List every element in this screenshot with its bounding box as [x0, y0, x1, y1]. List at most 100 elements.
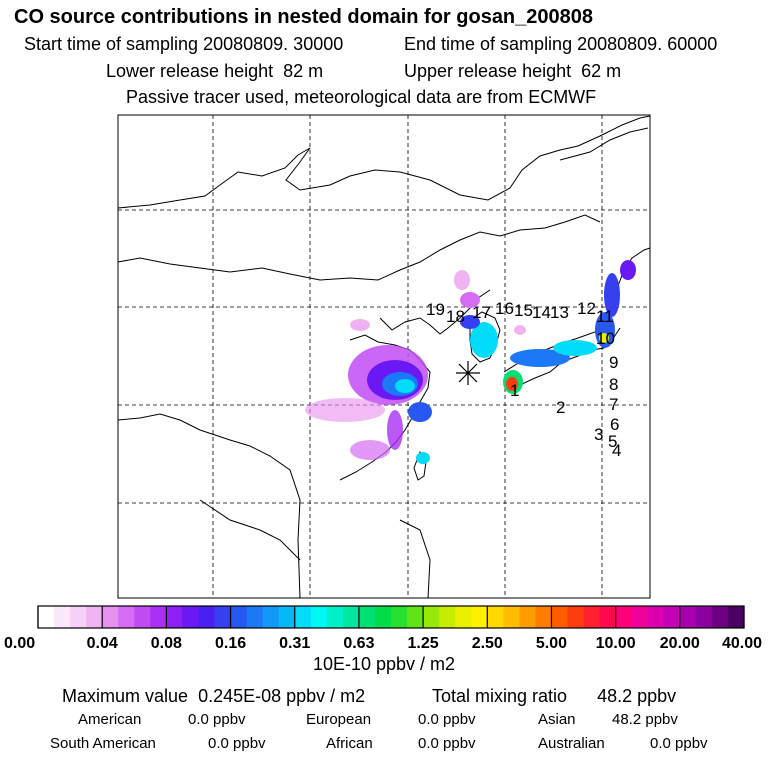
colorbar-cell: [134, 606, 151, 628]
colorbar-tick-label: 0.16: [215, 635, 246, 652]
map-label-4: 4: [612, 441, 621, 460]
colorbar-cell: [663, 606, 681, 628]
region-african-name: African: [326, 735, 373, 752]
region-south-american-value: 0.0 ppbv: [208, 735, 266, 752]
region-european-value: 0.0 ppbv: [418, 711, 476, 728]
region-european-name: European: [306, 711, 372, 728]
colorbar-cells: [38, 606, 745, 628]
colorbar-cell: [727, 606, 745, 628]
colorbar-tick-label: 0.63: [343, 635, 374, 652]
map-label-14: 14: [532, 303, 551, 322]
colorbar-cell: [374, 606, 392, 628]
colorbar-cell: [407, 606, 424, 628]
chart-title: CO source contributions in nested domain…: [14, 6, 594, 28]
region-south-american-name: South American: [50, 735, 156, 752]
map-label-7: 7: [609, 395, 618, 414]
max-value-label: Maximum value: [62, 686, 189, 706]
map-label-6: 6: [610, 415, 619, 434]
colorbar-frame: [37, 605, 745, 629]
colorbar-tick-label: 1.25: [408, 635, 439, 652]
map-label-2: 2: [556, 398, 565, 417]
colorbar-cell: [326, 606, 344, 628]
colorbar-tick-labels: 0.00 0.04 0.08 0.16 0.31 0.63 1.25 2.50 5.00 10.0…: [4, 635, 762, 652]
map-gridlines: [118, 115, 650, 598]
colorbar-tick-label: 0.00: [4, 635, 35, 652]
colorbar-cell: [487, 606, 504, 628]
region-african-value: 0.0 ppbv: [418, 735, 476, 752]
colorbar-tick-label: 2.50: [472, 635, 503, 652]
colorbar-cell: [455, 606, 472, 628]
colorbar-cell: [294, 606, 312, 628]
colorbar-cell: [711, 606, 729, 628]
upper-release-line: Upper release height 62 m: [404, 61, 621, 82]
lower-release-line: Lower release height 82 m: [106, 61, 323, 82]
colorbar-cell: [342, 606, 360, 628]
start-time-label: Start time of sampling: [24, 34, 199, 54]
colorbar-cell: [70, 606, 87, 628]
colorbar-cell: [471, 606, 488, 628]
colorbar-cell: [503, 606, 520, 628]
colorbar-cell: [631, 606, 649, 628]
colorbar-cell: [182, 606, 199, 628]
map-label-1: 1: [510, 381, 519, 400]
colorbar-cell: [695, 606, 713, 628]
map-labels: 1 2 3 4 5 6 7 8 9 10 11 12 13 14 15 16 1…: [426, 299, 621, 460]
colorbar-cell: [102, 606, 119, 628]
region-american-value: 0.0 ppbv: [188, 711, 246, 728]
colorbar-cell: [246, 606, 264, 628]
region-american-name: American: [78, 711, 142, 728]
lower-release-value: 82 m: [283, 61, 324, 81]
end-time-label: End time of sampling: [404, 34, 573, 54]
region-australian-name: Australian: [538, 735, 605, 752]
colorbar-cell: [54, 606, 71, 628]
map-label-11: 11: [596, 307, 614, 326]
colorbar-cell: [567, 606, 584, 628]
colorbar-cell: [38, 606, 55, 628]
max-value-line: Maximum value 0.245E-08 ppbv / m2: [62, 686, 365, 707]
colorbar-cell: [230, 606, 247, 628]
region-australian-value: 0.0 ppbv: [650, 735, 708, 752]
colorbar-tick-label: 10.00: [596, 635, 636, 652]
colorbar-cell: [647, 606, 665, 628]
colorbar-cell: [358, 606, 376, 628]
upper-release-label: Upper release height: [404, 61, 572, 81]
colorbar-cell: [214, 606, 231, 628]
total-mixing-value: 48.2 ppbv: [597, 686, 677, 706]
colorbar-unit: 10E-10 ppbv / m2: [312, 654, 456, 674]
map-label-8: 8: [609, 375, 618, 394]
colorbar-cell: [551, 606, 568, 628]
receptor-marker: [456, 361, 480, 385]
colorbar-tick-label: 5.00: [536, 635, 567, 652]
tracer-note: Passive tracer used, meteorological data…: [126, 87, 597, 107]
end-time-line: End time of sampling 20080809. 60000: [404, 34, 717, 55]
colorbar-cell: [278, 606, 296, 628]
colorbar-cell: [423, 606, 440, 628]
start-time-value: 20080809. 30000: [203, 34, 344, 54]
map-label-18: 18: [446, 307, 465, 326]
lower-release-label: Lower release height: [106, 61, 274, 81]
colorbar-tick-label: 0.04: [87, 635, 118, 652]
colorbar-cell: [198, 606, 215, 628]
total-mixing-label: Total mixing ratio: [432, 686, 568, 706]
colorbar-cell: [166, 606, 183, 628]
colorbar-cell: [439, 606, 456, 628]
map-label-15: 15: [514, 301, 533, 320]
colorbar-cell: [262, 606, 280, 628]
colorbar-cell: [519, 606, 536, 628]
region-asian-name: Asian: [538, 711, 576, 728]
start-time-line: Start time of sampling 20080809. 30000: [24, 34, 343, 55]
total-mixing-line: Total mixing ratio 48.2 ppbv: [432, 686, 676, 707]
map-label-9: 9: [609, 353, 618, 372]
colorbar-tick-label: 0.08: [151, 635, 182, 652]
colorbar-cell: [86, 606, 103, 628]
colorbar-cell: [599, 606, 617, 628]
map-label-16: 16: [495, 299, 514, 318]
colorbar-cell: [150, 606, 167, 628]
map-label-13: 13: [550, 303, 569, 322]
end-time-value: 20080809. 60000: [577, 34, 718, 54]
map-label-3: 3: [594, 425, 603, 444]
map-label-5: 5: [608, 432, 617, 451]
colorbar-cell: [679, 606, 697, 628]
